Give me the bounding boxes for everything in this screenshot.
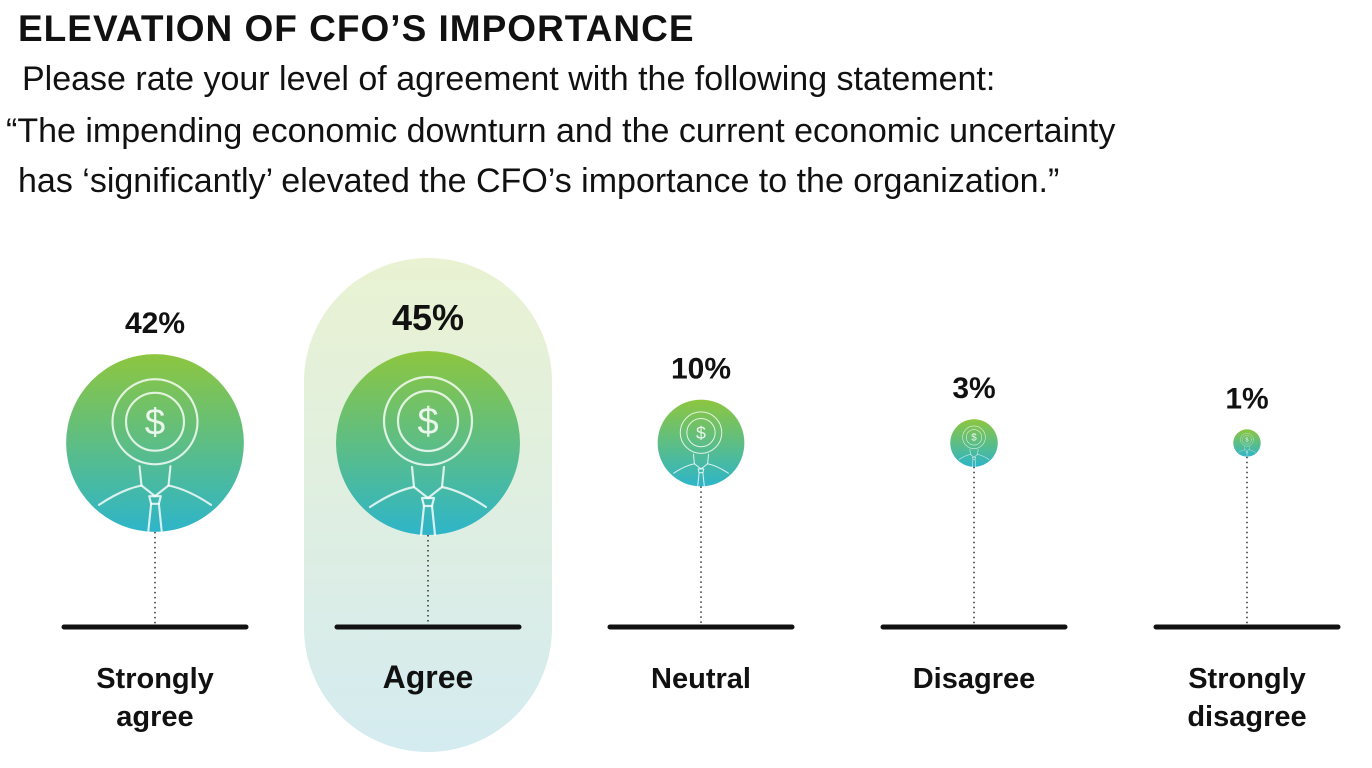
dollar-icon: $: [1245, 438, 1249, 444]
survey-prompt: Please rate your level of agreement with…: [22, 60, 996, 98]
tie: [971, 458, 977, 468]
shoulder-right: [977, 454, 990, 460]
shoulder-left: [368, 485, 416, 509]
value-label: 45%: [392, 297, 464, 338]
category-label-line: disagree: [1187, 701, 1306, 733]
dollar-icon: $: [696, 423, 706, 443]
value-label: 42%: [125, 307, 185, 340]
dollar-icon: $: [417, 401, 438, 443]
dollar-icon: $: [145, 401, 165, 442]
head-inner-ring: [124, 391, 186, 452]
statement-line-2: has ‘significantly’ elevated the CFO’s i…: [18, 162, 1060, 200]
category-label: Disagree: [913, 663, 1036, 695]
shoulder-right: [167, 484, 213, 506]
value-bubble: [336, 351, 520, 535]
category-label: Strongly disagree: [1187, 663, 1306, 733]
shoulder-right: [440, 485, 488, 509]
shoulder-right: [1248, 449, 1256, 453]
tie: [697, 472, 705, 487]
person-icon: $: [368, 375, 488, 537]
value-label: 1%: [1225, 382, 1268, 415]
neck-left: [692, 453, 695, 465]
bubble-agree: $: [336, 351, 520, 537]
person-icon: $: [673, 411, 729, 487]
shoulder-left: [97, 484, 143, 506]
shoulder-left: [958, 454, 971, 460]
value-bubble: [657, 399, 745, 487]
bubble-strongly-disagree: $: [1233, 429, 1261, 457]
bubble-disagree: $: [950, 419, 998, 468]
shoulder-left: [673, 463, 695, 474]
category-label-line: Strongly: [1188, 663, 1306, 695]
shoulder-right: [707, 463, 729, 474]
value-bubble: [950, 419, 998, 467]
statement-line-1: “The impending economic downturn and the…: [6, 112, 1116, 150]
category-label-line: agree: [116, 701, 193, 733]
bubble-strongly-agree: $: [66, 354, 244, 533]
head-outer-ring: [962, 425, 986, 449]
value-bubble: [66, 354, 244, 532]
tie: [1245, 452, 1249, 457]
neck-right: [707, 453, 710, 465]
category-label: Strongly agree: [96, 663, 214, 733]
category-label-line: Strongly: [96, 663, 214, 695]
category-label: Agree: [383, 659, 474, 695]
head-inner-ring: [686, 417, 716, 448]
tie: [419, 504, 437, 537]
head-outer-ring: [679, 411, 723, 454]
category-label-line: Disagree: [913, 663, 1036, 695]
dollar-icon: $: [971, 433, 977, 444]
person-icon: $: [958, 425, 990, 468]
neck-left: [138, 465, 143, 487]
value-label: 10%: [671, 353, 731, 386]
category-label-line: Agree: [383, 659, 474, 695]
neck-right: [440, 465, 446, 489]
head-inner-ring: [1242, 435, 1252, 445]
neck-left: [410, 465, 416, 489]
value-bubble: [1233, 429, 1261, 457]
neck-right: [167, 465, 172, 487]
head-inner-ring: [965, 429, 983, 446]
tie: [147, 502, 163, 533]
head-inner-ring: [396, 389, 460, 453]
person-icon: $: [1238, 432, 1256, 457]
category-label: Neutral: [651, 663, 751, 695]
page-title: ELEVATION OF CFO’S IMPORTANCE: [18, 8, 695, 49]
category-label-line: Neutral: [651, 663, 751, 695]
neck-right: [977, 448, 979, 455]
bubble-neutral: $: [657, 399, 745, 487]
person-icon: $: [97, 378, 213, 533]
value-label: 3%: [952, 372, 995, 405]
head-outer-ring: [382, 375, 474, 467]
shoulder-left: [1238, 449, 1246, 453]
neck-left: [969, 448, 971, 455]
head-outer-ring: [111, 378, 199, 466]
head-outer-ring: [1240, 432, 1254, 447]
